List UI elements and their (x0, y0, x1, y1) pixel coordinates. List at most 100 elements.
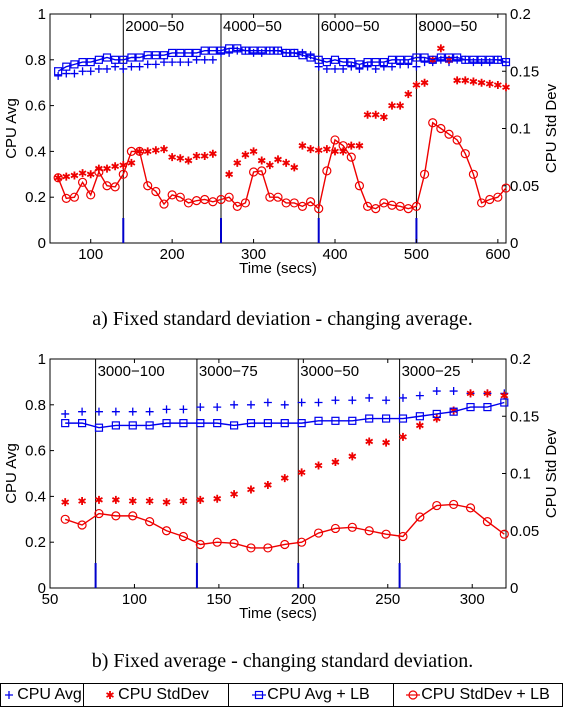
data-point (135, 53, 144, 62)
data-point (346, 152, 356, 162)
data-point (396, 101, 405, 110)
data-point (86, 170, 95, 179)
data-point (363, 57, 372, 67)
data-point (436, 44, 445, 53)
data-point (331, 458, 340, 467)
data-point (184, 58, 193, 67)
data-point (263, 480, 272, 489)
data-point (78, 67, 87, 76)
data-point (263, 543, 273, 553)
data-point (233, 44, 242, 53)
data-point (94, 508, 104, 519)
data-point (432, 500, 442, 511)
data-point (399, 432, 407, 441)
y2-axis-title: CPU Std Dev (543, 83, 560, 173)
data-point (145, 496, 154, 505)
data-point (54, 71, 63, 80)
data-point (70, 69, 79, 78)
data-point (404, 55, 413, 64)
data-point (196, 403, 205, 412)
data-point (297, 419, 306, 428)
data-point (229, 538, 239, 548)
data-point (477, 78, 486, 87)
data-point (432, 387, 441, 396)
data-point (371, 110, 380, 119)
data-point (159, 51, 169, 60)
data-point (230, 490, 239, 499)
data-point (468, 169, 479, 179)
data-point (398, 531, 408, 542)
data-point (466, 402, 475, 412)
data-point (246, 400, 255, 409)
data-point (145, 421, 154, 430)
data-point (257, 166, 267, 176)
data-point (213, 494, 222, 503)
data-point (314, 416, 323, 425)
data-point (208, 149, 217, 158)
data-point (297, 468, 306, 477)
data-point (444, 53, 454, 62)
data-point (449, 387, 458, 396)
data-point (398, 393, 407, 402)
data-point (436, 53, 445, 62)
data-point (127, 53, 136, 62)
legend-label: CPU Avg + LB (267, 686, 370, 703)
data-point (200, 46, 209, 55)
data-point (128, 407, 137, 416)
data-point (348, 452, 357, 461)
data-point (103, 164, 111, 173)
data-point (111, 495, 120, 504)
legend-symbol (5, 691, 14, 699)
data-point (298, 141, 307, 150)
data-point (240, 198, 251, 208)
data-point (282, 158, 291, 167)
data-point (314, 55, 323, 64)
data-point (354, 181, 365, 191)
data-point (151, 146, 160, 155)
data-point (208, 55, 217, 64)
data-point (54, 67, 63, 76)
x-axis-title: Time (secs) (239, 605, 317, 622)
data-point (365, 414, 374, 423)
data-point (103, 64, 111, 73)
data-point (200, 55, 209, 64)
data-point (143, 51, 152, 60)
data-point (398, 414, 408, 423)
data-point (297, 201, 308, 211)
y2-tick-label: 0 (510, 580, 518, 597)
y-tick-label: 0.6 (25, 443, 46, 460)
series-cpu_stddev_lb (53, 118, 511, 214)
phase-label: 4000−50 (223, 18, 282, 35)
data-point (62, 69, 71, 78)
data-point (428, 118, 438, 128)
data-point (412, 62, 421, 71)
data-point (213, 403, 222, 412)
data-point (61, 419, 70, 428)
x-tick-label: 100 (78, 246, 103, 263)
data-point (195, 539, 205, 550)
data-point (224, 192, 234, 202)
data-point (70, 60, 79, 69)
data-point (249, 46, 258, 55)
data-point (305, 197, 316, 207)
x-tick-label: 500 (404, 246, 429, 263)
data-point (396, 60, 405, 69)
y-tick-label: 0.4 (25, 143, 46, 160)
data-point (62, 62, 71, 71)
data-point (364, 526, 374, 536)
data-point (176, 154, 185, 163)
data-point (387, 55, 397, 64)
data-point (184, 48, 193, 58)
y-tick-label: 0.6 (25, 98, 46, 115)
data-point (461, 55, 470, 64)
y-axis-title: CPU Avg (3, 443, 20, 504)
data-point (502, 83, 510, 92)
data-point (184, 156, 193, 165)
data-point (485, 79, 494, 88)
data-point (365, 437, 374, 446)
x-tick-label: 250 (375, 591, 400, 608)
y-tick-label: 0.8 (25, 52, 46, 69)
data-point (249, 147, 258, 156)
data-point (428, 55, 437, 64)
